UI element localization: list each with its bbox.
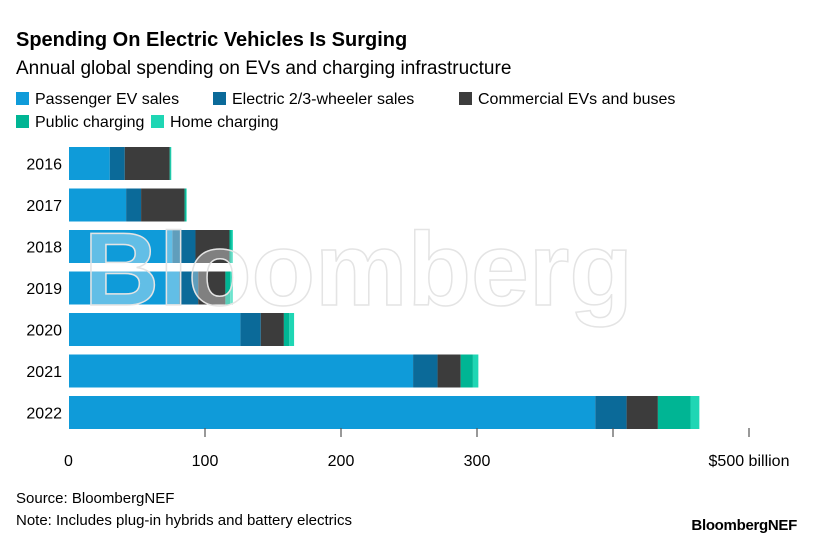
chart-subtitle: Annual global spending on EVs and chargi… (16, 58, 511, 79)
source-note: Source: BloombergNEF (16, 490, 174, 507)
bar-segment (472, 354, 479, 388)
category-label: 2018 (26, 240, 62, 257)
bar-segment (172, 230, 196, 263)
bar-segment (179, 271, 199, 305)
category-label: 2022 (26, 406, 62, 423)
bar-segment (109, 147, 125, 180)
chart-title: Spending On Electric Vehicles Is Surging (16, 29, 407, 51)
bar-segment (69, 396, 596, 429)
bar-segment (69, 313, 241, 346)
watermark: Bloomberg (84, 212, 633, 328)
bar-segment (69, 188, 127, 222)
bar-segment (69, 354, 414, 388)
legend-swatch (151, 115, 164, 128)
footnote: Note: Includes plug-in hybrids and batte… (16, 512, 352, 529)
bar-segment (460, 354, 473, 388)
x-tick-label: 0 (64, 453, 73, 470)
legend-swatch (213, 92, 226, 105)
bar-segment (170, 147, 172, 180)
bar-segment (69, 147, 110, 180)
bar-segment (230, 271, 233, 305)
bar-segment (595, 396, 627, 429)
bar-segment (124, 147, 170, 180)
category-label: 2019 (26, 281, 62, 298)
bar-segment (289, 313, 295, 346)
bar-segment (690, 396, 700, 429)
bar-segment (69, 230, 173, 263)
bar-segment (126, 188, 142, 222)
bar-segment (231, 230, 233, 263)
legend-label: Commercial EVs and buses (478, 91, 675, 108)
bar-segment (185, 188, 187, 222)
x-tick-label: 300 (464, 453, 491, 470)
legend-label: Passenger EV sales (35, 91, 179, 108)
category-label: 2021 (26, 364, 62, 381)
bar-segment (260, 313, 284, 346)
category-label: 2017 (26, 198, 62, 215)
legend-swatch (459, 92, 472, 105)
bar-segment (626, 396, 658, 429)
x-axis: 0 100 200 300 $500 billion (64, 428, 789, 470)
bar-segment (141, 188, 185, 222)
legend-item: Passenger EV sales (16, 91, 179, 108)
bar-segment (437, 354, 461, 388)
category-label: 2016 (26, 157, 62, 174)
category-label: 2020 (26, 323, 62, 340)
bar-segment (169, 147, 171, 180)
bloombergnef-logo: BloombergNEF (691, 517, 797, 534)
legend-item: Public charging (16, 114, 144, 131)
bar-segment (225, 271, 231, 305)
x-tick-label: 100 (192, 453, 219, 470)
bars: 2016 2017 2018 2019 2020 2021 2022 (26, 147, 700, 429)
bar-segment (413, 354, 438, 388)
legend-label: Public charging (35, 114, 144, 131)
legend-label: Electric 2/3-wheeler sales (232, 91, 414, 108)
bar-segment (229, 230, 232, 263)
legend-label: Home charging (170, 114, 279, 131)
x-tick-label: $500 billion (709, 453, 790, 470)
bar-segment (184, 188, 186, 222)
bar-segment (69, 271, 180, 305)
bar-segment (657, 396, 691, 429)
bar-segment (283, 313, 290, 346)
legend: Passenger EV sales Electric 2/3-wheeler s… (16, 91, 675, 131)
bar-segment (240, 313, 261, 346)
bar-segment (198, 271, 226, 305)
legend-swatch (16, 115, 29, 128)
bar-segment (195, 230, 230, 263)
legend-item: Home charging (151, 114, 279, 131)
legend-item: Commercial EVs and buses (459, 91, 675, 108)
x-tick-label: 200 (328, 453, 355, 470)
legend-swatch (16, 92, 29, 105)
legend-item: Electric 2/3-wheeler sales (213, 91, 414, 108)
